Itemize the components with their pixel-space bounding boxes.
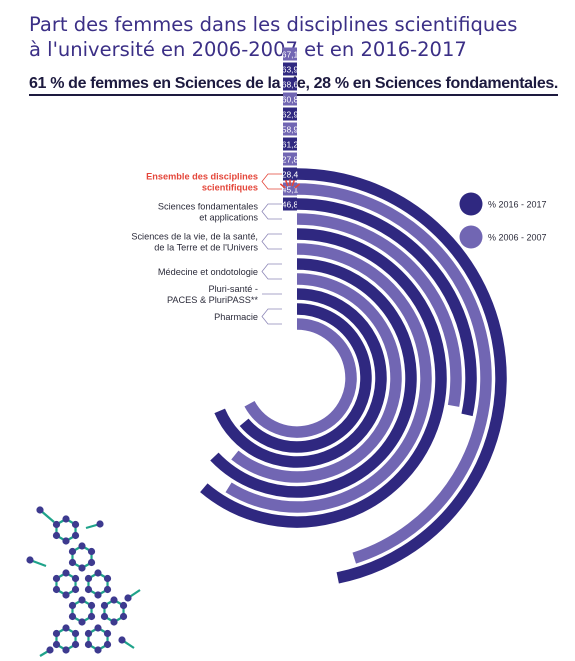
- value-label-2-0: 61,2: [282, 140, 299, 150]
- chart-title-line-1: Part des femmes dans les disciplines sci…: [29, 13, 518, 36]
- category-label-1-line-1: et applications: [199, 213, 258, 223]
- arc-2016-cat-5: [239, 303, 372, 453]
- value-label-3-0: 62,9: [282, 110, 299, 120]
- legend-swatch-1: [459, 225, 483, 249]
- value-label-0-0: 46,8: [282, 200, 299, 210]
- arc-2006-cat-1: [296, 213, 462, 407]
- highlight-marker: [280, 179, 300, 189]
- value-label-box-1-1: [283, 152, 297, 166]
- arc-2006-cat-5: [244, 318, 357, 438]
- arc-2016-cat-1: [296, 198, 477, 417]
- category-label-0-line-1: scientifiques: [202, 183, 258, 193]
- chart-bars: 46,8 45,1 28,4 27,8 61,2 58,9 62,9 60,8 68,6 63,9…: [200, 47, 507, 584]
- value-label-box-3-1: [283, 92, 297, 106]
- value-label-2-1: 58,9: [282, 125, 299, 135]
- value-label-box-1-0: [283, 167, 297, 181]
- category-label-4-line-1: PACES & PluriPASS**: [167, 295, 258, 305]
- value-label-1-0: 28,4: [282, 170, 299, 180]
- category-label-0-line-0: Ensemble des disciplines: [146, 172, 258, 182]
- category-label-3-line-0: Médecine et ondotologie: [158, 267, 258, 277]
- value-label-box-5-1: [283, 47, 297, 61]
- category-label-1-line-0: Sciences fondamentales: [158, 202, 259, 212]
- category-label-2-line-0: Sciences de la vie, de la santé,: [131, 232, 258, 242]
- molecule-illustration: [26, 506, 141, 657]
- value-label-1-1: 27,8: [282, 155, 299, 165]
- arc-2016-cat-4: [214, 288, 387, 468]
- chart-legend: % 2016 - 2017 % 2006 - 2007: [459, 192, 547, 249]
- legend-label-1: % 2006 - 2007: [488, 232, 547, 242]
- category-bracket-3: [261, 263, 282, 280]
- arc-2006-cat-3: [231, 273, 402, 483]
- arc-2016-cat-2: [200, 228, 447, 528]
- value-label-box-4-0: [283, 77, 297, 91]
- arc-2006-cat-2: [225, 243, 432, 513]
- category-label-5-line-0: Pharmacie: [214, 312, 258, 322]
- value-label-4-0: 68,6: [282, 80, 299, 90]
- value-label-box-3-0: [283, 107, 297, 121]
- value-label-box-0-1: [283, 182, 297, 196]
- value-label-5-1: 67,1: [282, 50, 299, 60]
- category-bracket-0: [261, 173, 282, 190]
- value-label-0-1: 45,1: [282, 185, 299, 195]
- category-label-4-line-0: Pluri-santé -: [208, 284, 258, 294]
- legend-swatch-0: [459, 192, 483, 216]
- chart-title-line-2: à l'université en 2006-2007 et en 2016-2…: [29, 38, 467, 61]
- category-label-2-line-1: de la Terre et de l'Univers: [154, 243, 258, 253]
- legend-label-0: % 2016 - 2017: [488, 199, 547, 209]
- arc-2006-cat-0: [296, 183, 492, 564]
- category-bracket-2: [261, 233, 282, 250]
- value-label-box-5-0: [283, 62, 297, 76]
- category-bracket-1: [261, 203, 282, 220]
- chart-title: Part des femmes dans les disciplines sci…: [29, 12, 559, 62]
- value-label-box-2-1: [283, 122, 297, 136]
- value-label-5-0: 63,9: [282, 65, 299, 75]
- value-label-3-1: 60,8: [282, 95, 299, 105]
- category-bracket-5: [261, 308, 282, 325]
- value-label-box-2-0: [283, 137, 297, 151]
- value-label-box-0-0: [283, 197, 297, 211]
- arc-2016-cat-3: [210, 258, 417, 498]
- arc-2016-cat-0: [296, 168, 507, 584]
